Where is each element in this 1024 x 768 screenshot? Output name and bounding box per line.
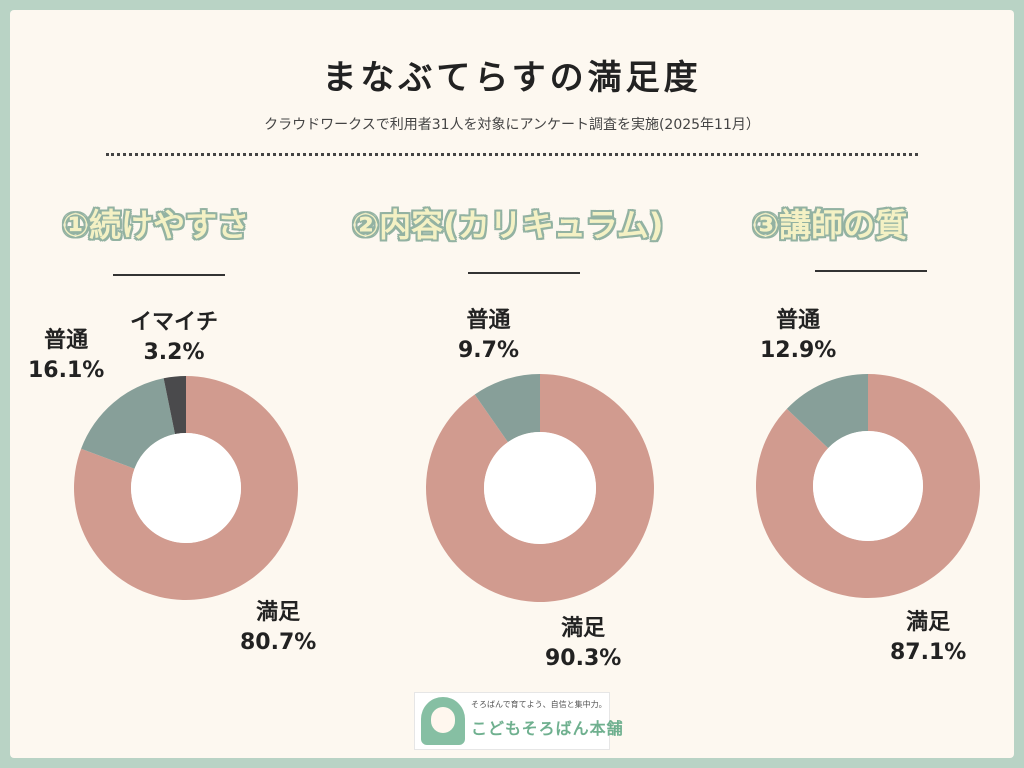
underline-instructor [815, 270, 927, 272]
donut-chart-continuity [74, 376, 299, 601]
chart-title-continuity: ①続けやすさ [62, 206, 250, 244]
slice-satisfied-3 [755, 374, 980, 599]
logo-slogan: そろばんで育てよう、自信と集中力。 [471, 700, 607, 709]
underline-continuity [113, 274, 225, 276]
page-subtitle: クラウドワークスで利用者31人を対象にアンケート調査を実施(2025年11月） [264, 117, 760, 133]
slice-neutral-3 [786, 374, 868, 449]
label-satisfied-continuity: 満足 80.7% [240, 600, 317, 655]
dotted-divider [106, 153, 918, 156]
label-neutral-continuity: 普通 16.1% [28, 328, 105, 383]
donut-chart-content [425, 374, 654, 602]
slice-neutral-1 [81, 378, 176, 469]
logo-brand: こどもそろばん本舗 [471, 719, 624, 738]
label-satisfied-content: 満足 90.3% [545, 616, 622, 671]
slice-satisfied-1 [74, 376, 299, 601]
slice-neutral-2 [474, 374, 540, 443]
mascot-icon [421, 697, 465, 745]
donut-chart-instructor [755, 374, 980, 599]
label-dissatisfied-continuity: イマイチ 3.2% [130, 310, 219, 365]
donut-hole-1 [131, 433, 241, 543]
label-satisfied-instructor: 満足 87.1% [890, 610, 967, 665]
underline-content [468, 272, 580, 274]
donut-hole-2 [484, 432, 596, 544]
chart-title-instructor: ③講師の質 [752, 206, 908, 244]
slice-satisfied-2 [425, 374, 654, 602]
page-title: まなぶてらすの満足度 [322, 58, 702, 98]
label-neutral-content: 普通 9.7% [458, 308, 520, 363]
slice-dissatisfied-1 [163, 376, 186, 435]
label-neutral-instructor: 普通 12.9% [760, 308, 837, 363]
chart-title-content: ②内容(カリキュラム) [352, 206, 664, 244]
donut-hole-3 [813, 431, 923, 541]
brand-logo: そろばんで育てよう、自信と集中力。 こどもそろばん本舗 [414, 692, 623, 750]
